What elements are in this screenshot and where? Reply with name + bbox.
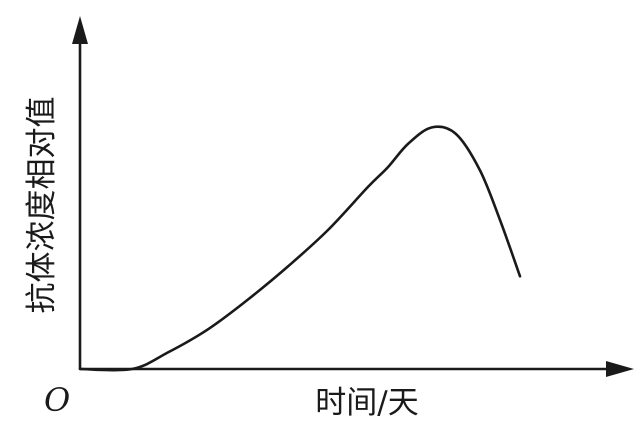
x-axis-label: 时间/天 [315, 385, 418, 421]
y-axis-label: 抗体浓度相对值 [24, 97, 60, 314]
origin-label: O [44, 381, 70, 419]
x-axis-arrow-icon [606, 361, 634, 377]
y-axis-arrow-icon [72, 16, 88, 44]
series-line [78, 125, 522, 372]
